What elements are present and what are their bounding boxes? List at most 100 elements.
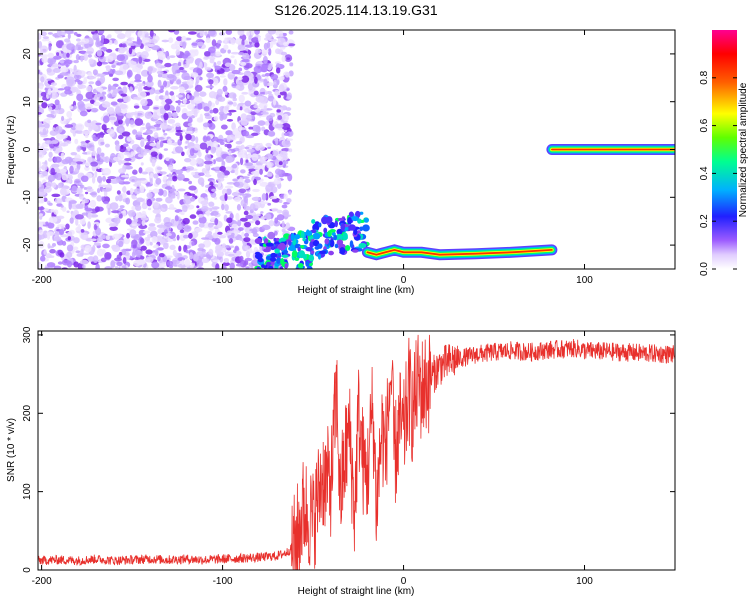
spectrogram-noise-blob — [67, 33, 71, 40]
spectrogram-transition-blob — [263, 237, 269, 245]
spectrogram-noise-blob — [116, 254, 122, 260]
spectrogram-noise-blob — [95, 263, 100, 269]
spectrogram-noise-blob — [212, 107, 219, 114]
spectrogram-noise-blob — [75, 218, 79, 226]
spectrogram-noise-blob — [40, 148, 50, 151]
colorbar-gradient — [712, 30, 737, 269]
spectrogram-noise-blob — [238, 227, 244, 232]
spectrogram-noise-blob — [164, 103, 171, 111]
spectrogram-noise-blob — [56, 30, 62, 37]
spectrogram-noise-blob — [46, 231, 55, 236]
spectrogram-noise-blob — [246, 165, 256, 169]
spectrogram-noise-blob — [267, 202, 272, 206]
spectrogram-noise-blob — [141, 210, 147, 217]
spectrogram-noise-blob — [119, 103, 128, 110]
spectrogram-noise-blob — [197, 177, 205, 186]
spectrogram-noise-blob — [210, 146, 216, 154]
spectrogram-noise-blob — [132, 244, 137, 249]
spectrogram-noise-blob — [201, 205, 209, 212]
spectrogram-noise-blob — [131, 179, 135, 182]
spectrogram-noise-blob — [46, 78, 52, 81]
spectrogram-noise-blob — [104, 266, 113, 269]
spectrogram-noise-blob — [278, 33, 284, 37]
spectrogram-transition-blob — [354, 210, 361, 218]
spectrogram-noise-blob — [145, 129, 153, 135]
spectrogram-noise-blob — [121, 265, 126, 268]
spectrogram-noise-blob — [77, 100, 85, 108]
spectrogram-transition-blob — [311, 219, 316, 224]
spectrogram-noise-blob — [153, 132, 159, 139]
spectrogram-noise-blob — [79, 110, 88, 117]
spectrogram-noise-blob — [267, 130, 276, 137]
spectrogram-noise-blob — [160, 73, 170, 79]
spectrogram-noise-blob — [56, 52, 60, 56]
spectrogram-noise-blob — [283, 160, 289, 165]
spectrogram-noise-blob — [223, 78, 228, 86]
spectrogram-noise-blob — [163, 222, 173, 227]
spectrogram-noise-blob — [153, 202, 159, 209]
spectrogram-noise-blob — [157, 52, 166, 60]
spectrogram-noise-blob — [267, 95, 275, 102]
spectrogram-noise-blob — [96, 187, 101, 194]
spectrogram-noise-blob — [146, 198, 153, 207]
spectrogram-noise-blob — [178, 245, 182, 252]
spectrogram-transition-blob — [301, 268, 304, 269]
spectrogram-noise-blob — [277, 115, 283, 120]
spectrogram-noise-blob — [103, 200, 109, 205]
spectrogram-noise-blob — [278, 84, 285, 93]
spectrogram-noise-blob — [248, 35, 252, 41]
spectrogram-noise-blob — [58, 228, 65, 235]
spectrogram-noise-blob — [209, 58, 215, 64]
spectrogram-noise-blob — [38, 33, 42, 40]
spectrogram-transition-blob — [318, 222, 322, 228]
spectrogram-noise-blob — [192, 220, 199, 225]
spectrogram-noise-blob — [281, 122, 291, 131]
spectrogram-noise-blob — [149, 136, 155, 142]
spectrogram-noise-blob — [144, 236, 151, 241]
spectrogram-noise-blob — [122, 209, 127, 217]
spectrogram-noise-blob — [205, 85, 215, 89]
spectrogram-noise-blob — [117, 113, 125, 116]
spectrogram-noise-blob — [102, 243, 110, 249]
spectrogram-noise-blob — [89, 199, 97, 208]
spectrogram-noise-blob — [173, 30, 180, 35]
spectrogram-noise-blob — [157, 188, 164, 196]
spectrogram-noise-blob — [138, 224, 148, 230]
spectrogram-noise-blob — [105, 217, 114, 224]
spectrogram-noise-blob — [136, 197, 144, 203]
spectrogram-noise-blob — [267, 146, 272, 149]
spectrogram-noise-blob — [131, 223, 138, 227]
spectrogram-noise-blob — [90, 125, 99, 131]
spectrogram-noise-blob — [224, 166, 233, 171]
spectrogram-noise-blob — [193, 143, 201, 151]
spectrogram-noise-blob — [74, 167, 80, 174]
spectrogram-noise-blob — [76, 145, 81, 153]
spectrogram-noise-blob — [110, 101, 118, 106]
spectrogram-noise-blob — [57, 103, 62, 110]
spectrogram-noise-blob — [190, 72, 199, 78]
spectrogram-noise-blob — [114, 266, 119, 269]
spectrogram-transition-blob — [271, 274, 275, 278]
spectrogram-noise-blob — [156, 141, 161, 150]
spectrogram-noise-blob — [253, 104, 259, 109]
spectrogram-noise-blob — [42, 36, 50, 40]
spectrogram-noise-blob — [226, 112, 232, 116]
spectrogram-noise-blob — [260, 201, 269, 205]
colorbar-tick-label: 0.8 — [699, 70, 710, 84]
spectrogram-noise-blob — [82, 264, 86, 269]
spectrogram-noise-blob — [251, 231, 257, 234]
spectrogram-noise-blob — [168, 158, 175, 164]
spectrogram-noise-blob — [87, 221, 91, 230]
spectrogram-noise-blob — [224, 62, 232, 67]
spectrogram-noise-blob — [197, 151, 202, 158]
spectrogram-transition-blob — [274, 248, 280, 254]
spectrogram-noise-blob — [66, 110, 73, 118]
spectrogram-noise-blob — [253, 65, 263, 74]
spectrogram-transition-blob — [254, 252, 263, 260]
spectrogram-noise-blob — [100, 257, 107, 263]
spectrogram-noise-blob — [70, 162, 78, 165]
spectrogram-noise-blob — [114, 70, 124, 76]
spectrogram-ytick-label: 10 — [22, 96, 33, 108]
spectrogram-noise-blob — [145, 256, 154, 263]
spectrogram-noise-blob — [122, 95, 131, 103]
